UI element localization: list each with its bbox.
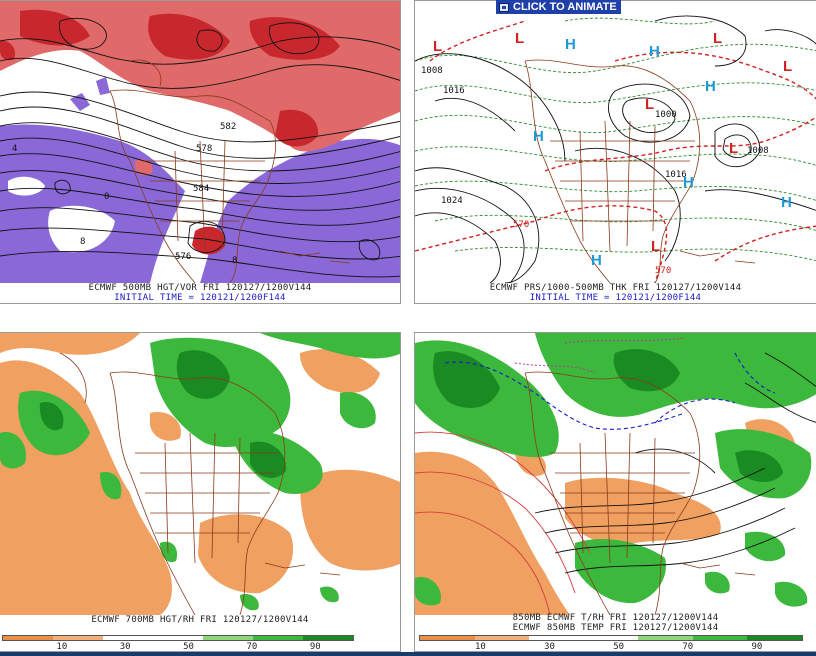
panel-700mb-rh[interactable]: ECMWF 700MB HGT/RH FRI 120127/1200V144 1… [0, 332, 401, 652]
scale-tick: 50 [613, 642, 625, 652]
caption-line-2: INITIAL TIME = 120121/1200F144 [529, 293, 702, 303]
low-pressure-marker: L [645, 96, 654, 113]
panel-850mb-temp-rh[interactable]: 850MB ECMWF T/RH FRI 120127/1200V144 ECM… [414, 332, 816, 652]
pressure-map: L L L L L L L H H H H H H H 1000 1024 10… [415, 1, 816, 283]
thickness-label: 570 [513, 220, 529, 230]
low-pressure-marker: L [729, 140, 738, 157]
low-pressure-marker: L [783, 58, 792, 75]
scale-tick: 30 [544, 642, 555, 652]
scale-tick: 10 [56, 642, 68, 652]
scale-tick: 10 [475, 642, 486, 652]
isobar-label: 1008 [747, 146, 769, 156]
caption-850mb: 850MB ECMWF T/RH FRI 120127/1200V144 ECM… [415, 613, 816, 633]
panel-500mb-vorticity[interactable]: 576 584 578 582 0 8 4 8 ECMWF 500MB HGT/… [0, 0, 401, 304]
high-pressure-marker: H [781, 194, 792, 211]
page-bottom-border [0, 652, 816, 656]
contour-label: 0 [104, 192, 109, 202]
caption-line-1: ECMWF PRS/1000-500MB THK FRI 120127/1200… [489, 283, 742, 293]
temp-rh-850mb-map [415, 333, 816, 615]
rh-scale-ticks: 10 30 50 70 90 [2, 642, 354, 652]
contour-label: 8 [80, 237, 85, 247]
caption-line-1: ECMWF 500MB HGT/VOR FRI 120127/1200V144 [88, 283, 312, 293]
contour-label: 4 [12, 144, 17, 154]
low-pressure-marker: L [515, 30, 524, 47]
contour-label: 578 [196, 144, 212, 154]
scale-tick: 30 [119, 642, 131, 652]
high-pressure-marker: H [649, 43, 660, 60]
contour-label: 582 [220, 122, 236, 132]
caption-700mb: ECMWF 700MB HGT/RH FRI 120127/1200V144 [0, 615, 400, 625]
thickness-label: 570 [655, 266, 671, 276]
low-pressure-marker: L [433, 38, 442, 55]
contour-label: 8 [232, 256, 237, 266]
isobar-label: 1024 [441, 196, 463, 206]
rh-scale-ticks: 10 30 50 70 90 [419, 642, 803, 652]
animate-button[interactable]: CLICK TO ANIMATE [496, 0, 621, 14]
caption-line-2: INITIAL TIME = 120121/1200F144 [114, 293, 286, 303]
caption-line-1: ECMWF 700MB HGT/RH FRI 120127/1200V144 [91, 615, 309, 625]
rh-700mb-map [0, 333, 400, 615]
panel-pressure-thickness[interactable]: L L L L L L L H H H H H H H 1000 1024 10… [414, 0, 816, 304]
film-icon [499, 2, 509, 12]
high-pressure-marker: H [565, 36, 576, 53]
high-pressure-marker: H [533, 128, 544, 145]
scale-tick: 90 [751, 642, 763, 652]
isobar-label: 1016 [665, 170, 687, 180]
animate-label: CLICK TO ANIMATE [513, 1, 617, 13]
vorticity-map: 576 584 578 582 0 8 4 8 [0, 1, 400, 283]
caption-line-2: ECMWF 850MB TEMP FRI 120127/1200V144 [512, 623, 719, 633]
high-pressure-marker: H [591, 252, 602, 269]
low-pressure-marker: L [713, 30, 722, 47]
scale-tick: 90 [309, 642, 321, 652]
rh-color-scale: 10 30 50 70 90 [419, 635, 803, 652]
high-pressure-marker: H [705, 78, 716, 95]
rh-color-scale: 10 30 50 70 90 [2, 635, 354, 652]
contour-label: 576 [175, 252, 191, 262]
isobar-label: 1008 [421, 66, 443, 76]
rh-color-bar [419, 635, 803, 641]
caption-line-1: 850MB ECMWF T/RH FRI 120127/1200V144 [512, 613, 719, 623]
caption-500mb: ECMWF 500MB HGT/VOR FRI 120127/1200V144 … [0, 283, 400, 303]
contour-label: 584 [193, 184, 209, 194]
rh-color-bar [2, 635, 354, 641]
isobar-label: 1000 [655, 110, 677, 120]
caption-pressure: ECMWF PRS/1000-500MB THK FRI 120127/1200… [415, 283, 816, 303]
scale-tick: 50 [183, 642, 194, 652]
scale-tick: 70 [246, 642, 258, 652]
isobar-label: 1016 [443, 86, 465, 96]
scale-tick: 70 [682, 642, 694, 652]
low-pressure-marker: L [651, 238, 660, 255]
high-pressure-marker: H [683, 174, 694, 191]
